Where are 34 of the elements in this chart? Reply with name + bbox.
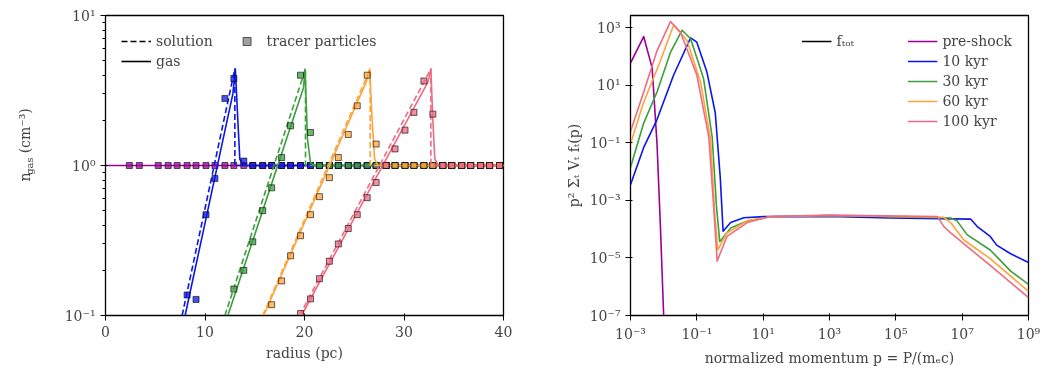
x-axis-title: normalized momentum p = P/(mₑc) [704, 349, 955, 366]
legend-label: pre-shock [942, 32, 1012, 50]
x-tick-label: 10¹ [751, 325, 775, 342]
legend-label: tracer particles [266, 32, 377, 50]
legend-label: 10 kyr [942, 52, 988, 70]
x-tick-label: 10 [196, 323, 214, 340]
legend-label: 60 kyr [942, 92, 988, 110]
y-axis-title: p² Σₜ Vₜ fₜ(p) [565, 123, 582, 208]
y-axis-title: ngas (cm⁻³) [16, 108, 35, 182]
x-tick-label: 10⁻¹ [681, 325, 713, 342]
y-tick-label: 10⁻⁵ [589, 249, 621, 266]
x-tick-label: 40 [494, 323, 513, 340]
x-tick-label: 10⁵ [884, 325, 908, 342]
x-tick-label: 0 [101, 323, 110, 340]
legend-label: 100 kyr [942, 112, 997, 130]
y-tick-label: 10⁻³ [589, 192, 621, 209]
y-tick-label: 10⁰ [72, 157, 96, 174]
legend-label: 30 kyr [942, 72, 988, 90]
x-tick-label: 10⁷ [950, 325, 975, 342]
legend-label: solution [156, 32, 213, 50]
y-tick-label: 10⁻⁷ [589, 307, 621, 324]
x-axis-title: radius (pc) [266, 344, 343, 361]
x-tick-label: 20 [295, 323, 314, 340]
y-tick-label: 10⁻¹ [64, 307, 96, 324]
x-tick-label: 30 [395, 323, 413, 340]
y-tick-label: 10³ [597, 19, 621, 36]
y-tick-label: 10⁻¹ [589, 134, 621, 151]
y-tick-label: 10¹ [72, 7, 96, 24]
legend-label: gas [156, 52, 181, 70]
x-tick-label: 10³ [817, 325, 842, 342]
legend-label: fₜₒₜ [836, 32, 855, 50]
x-tick-label: 10⁻³ [615, 325, 646, 342]
y-tick-label: 10¹ [597, 77, 621, 94]
x-tick-label: 10⁹ [1016, 325, 1041, 342]
